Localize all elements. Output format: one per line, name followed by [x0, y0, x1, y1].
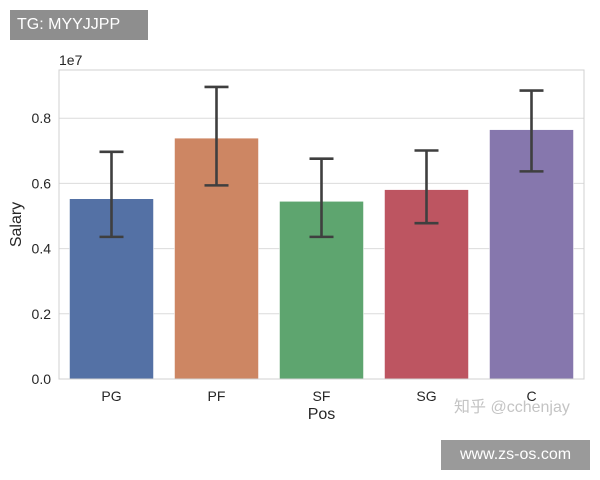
plot-frame [58, 69, 585, 380]
y-tick-label: 0.6 [32, 175, 52, 191]
x-tick-labels: PG PF SF SG C [101, 388, 536, 404]
x-tick-label: PF [208, 388, 226, 404]
watermark-top-left: TG: MYYJJPP [10, 10, 148, 40]
x-axis-label: Pos [308, 406, 336, 423]
y-tick-label: 0.0 [32, 371, 52, 387]
error-bars [99, 85, 544, 239]
y-tick-labels: 0.0 0.2 0.4 0.6 0.8 [32, 110, 52, 387]
bars [69, 129, 574, 380]
watermark-bottom-right: www.zs-os.com [441, 440, 590, 470]
y-tick-label: 0.4 [32, 241, 52, 257]
y-axis-label: Salary [8, 202, 25, 247]
y-tick-label: 0.8 [32, 110, 52, 126]
x-tick-label: SF [313, 388, 331, 404]
x-tick-label: PG [101, 388, 121, 404]
x-tick-label: C [526, 388, 536, 404]
y-tick-label: 0.2 [32, 306, 52, 322]
watermark-zhihu: 知乎 @cchenjay [454, 399, 570, 416]
y-offset-label: 1e7 [59, 52, 83, 68]
x-tick-label: SG [416, 388, 436, 404]
